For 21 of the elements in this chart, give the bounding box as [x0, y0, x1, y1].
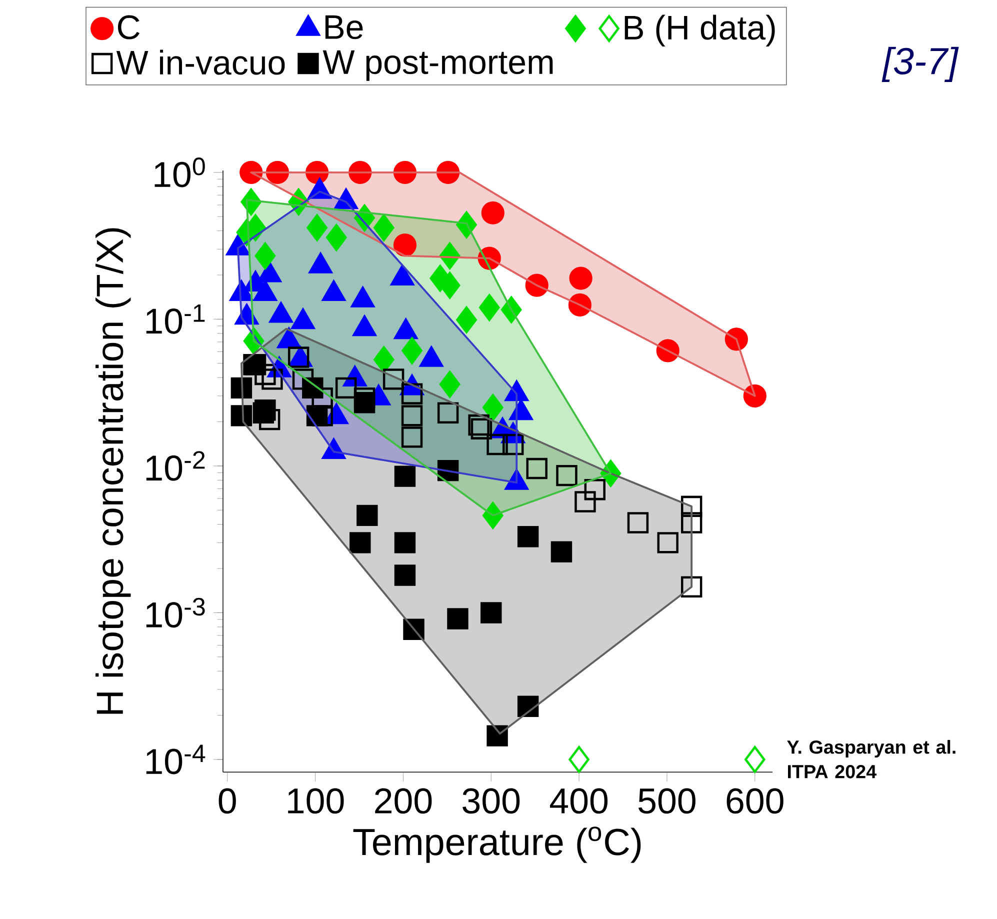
- text: [3-7]: [882, 46, 959, 82]
- x-tick-label: 500: [638, 788, 696, 814]
- x-tick-label: 600: [726, 788, 784, 814]
- y-tick-label: 10$^{0}$: [154, 158, 205, 188]
- y-tick-label: 10$^{-1}$: [146, 304, 205, 334]
- legend-label: Be: [325, 15, 363, 40]
- y-tick-label: 10$^{-4}$: [146, 744, 206, 774]
- y-tick-label: 10$^{-3}$: [146, 598, 205, 628]
- legend-label: B (H data): [624, 14, 775, 46]
- x-tick-label: 100: [288, 788, 344, 814]
- y-axis-title: H isotope concentration (T/X): [96, 228, 131, 714]
- legend-label: W post-mortem: [322, 50, 553, 81]
- y-tick-label: 10$^{-2}$: [146, 451, 205, 481]
- x-tick-label: 200: [375, 788, 432, 814]
- x-tick-label: 0: [218, 788, 236, 814]
- x-axis-title: Temperature ($^{o}$C): [353, 826, 641, 863]
- legend-label: C: [118, 15, 140, 40]
- x-tick-label: 300: [462, 788, 520, 814]
- legend-label: W in-vacuo: [116, 50, 285, 75]
- x-tick-label: 400: [550, 788, 608, 814]
- text: Y. Gasparyan et al. ITPA 2024: [787, 740, 956, 778]
